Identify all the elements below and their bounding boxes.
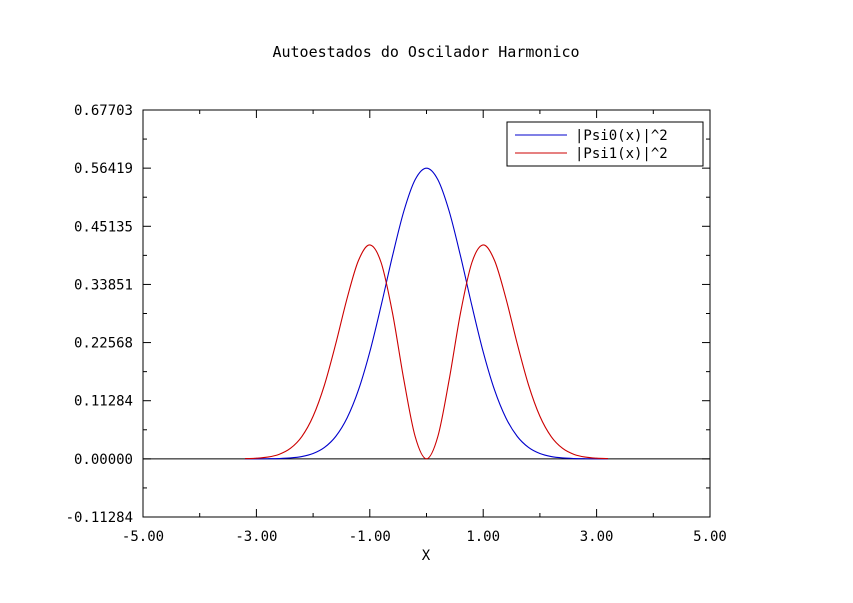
y-tick-label: 0.67703 [74,103,133,119]
legend-box [506,121,704,167]
legend-label-1: |Psi1(x)|^2 [575,146,668,162]
chart-title: Autoestados do Oscilador Harmonico [272,43,579,61]
x-tick-label: 1.00 [466,529,500,545]
y-tick-label: 0.45135 [74,219,133,235]
x-tick-label: 3.00 [580,529,614,545]
axis-ticks: -5.00 -3.00 -1.00 1.00 3.00 5.00 -0.11284 0.000… [66,103,727,545]
y-tick-label: -0.11284 [66,510,133,526]
x-tick-label: -1.00 [349,529,391,545]
legend: |Psi0(x)|^2 |Psi1(x)|^2 [506,121,704,167]
x-tick-label: 5.00 [693,529,727,545]
series-line-0 [245,167,608,460]
y-tick-label: 0.56419 [74,161,133,177]
x-axis-label: X [422,548,431,564]
legend-label-0: |Psi0(x)|^2 [575,128,668,144]
x-tick-label: -3.00 [235,529,277,545]
y-tick-label: 0.00000 [74,452,133,468]
y-tick-label: 0.33851 [74,277,133,293]
series-layer [245,167,608,460]
y-tick-label: 0.11284 [74,394,133,410]
y-tick-label: 0.22568 [74,336,133,352]
plot-frame [142,109,711,518]
x-tick-label: -5.00 [122,529,164,545]
series-line-1 [245,244,608,460]
